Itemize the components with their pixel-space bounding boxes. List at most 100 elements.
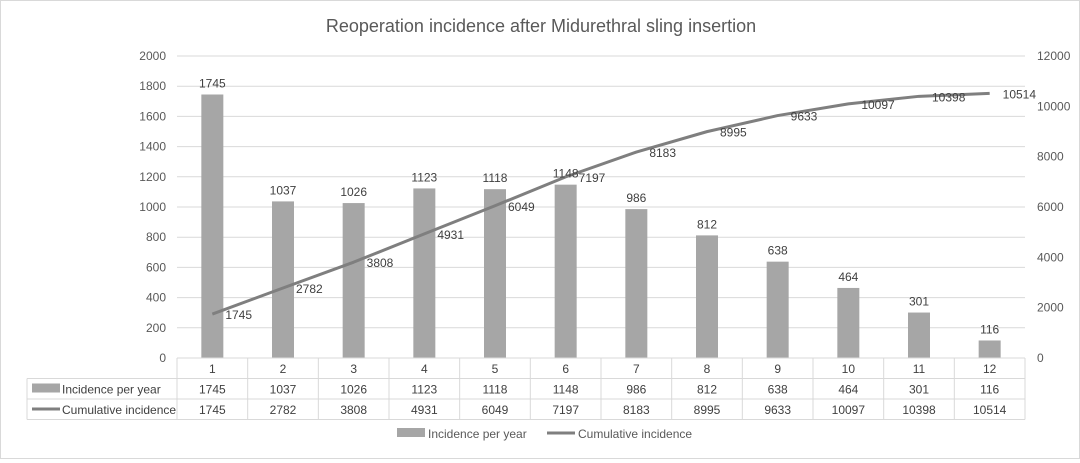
bar-data-label: 1148 — [553, 167, 579, 181]
line-data-label: 10097 — [861, 98, 895, 112]
legend-label-incidence: Incidence per year — [428, 427, 527, 441]
bar-data-label: 1037 — [270, 183, 297, 197]
legend-bar-key — [397, 428, 425, 437]
bar — [837, 288, 859, 358]
table-cell-cumulative: 10514 — [973, 403, 1007, 417]
bar-data-label: 1118 — [483, 171, 508, 185]
bar — [767, 262, 789, 358]
left-tick-label: 600 — [146, 260, 166, 274]
right-tick-label: 12000 — [1037, 49, 1071, 63]
left-tick-label: 1000 — [139, 200, 166, 214]
cumulative-line — [212, 93, 989, 314]
bar-data-label: 116 — [980, 322, 999, 336]
bar-data-label: 638 — [768, 244, 788, 258]
left-tick-label: 200 — [146, 321, 166, 335]
table-cell-incidence: 1118 — [483, 383, 508, 397]
right-tick-label: 8000 — [1037, 150, 1064, 164]
bar-data-label: 1026 — [340, 185, 367, 199]
line-data-label: 6049 — [508, 200, 535, 214]
left-tick-label: 1600 — [139, 109, 166, 123]
line-data-label: 8183 — [649, 146, 676, 160]
row-label-cumulative: Cumulative incidence — [62, 403, 176, 417]
left-tick-label: 800 — [146, 230, 166, 244]
bar — [908, 313, 930, 358]
line-data-label: 4931 — [437, 228, 464, 242]
table-cell-cumulative: 1745 — [199, 403, 226, 417]
right-tick-label: 4000 — [1037, 250, 1064, 264]
table-cell-incidence: 638 — [768, 383, 788, 397]
right-tick-label: 2000 — [1037, 301, 1064, 315]
table-cell-cumulative: 10097 — [832, 403, 866, 417]
bar-data-label: 464 — [838, 270, 858, 284]
line-data-label: 2782 — [296, 282, 323, 296]
bar-series — [201, 95, 1000, 358]
line-data-label: 3808 — [367, 256, 394, 270]
line-data-label: 9633 — [791, 110, 818, 124]
table-cell-cumulative: 6049 — [482, 403, 509, 417]
table-cell-incidence: 1037 — [270, 383, 297, 397]
table-cell-cumulative: 8183 — [623, 403, 650, 417]
bar-series-key — [32, 384, 60, 393]
category-label: 7 — [633, 362, 640, 376]
left-tick-label: 1800 — [139, 79, 166, 93]
line-data-label: 8995 — [720, 126, 747, 140]
category-label: 11 — [913, 362, 926, 376]
category-label: 4 — [421, 362, 428, 376]
table-cell-incidence: 1745 — [199, 383, 226, 397]
category-label: 3 — [350, 362, 357, 376]
line-data-label: 7197 — [579, 171, 606, 185]
left-y-axis: 0 200 400 600 800 1000 1200 1400 1600 1800 2000 — [139, 49, 166, 365]
bar-data-label: 812 — [697, 217, 717, 231]
table-cell-cumulative: 2782 — [270, 403, 297, 417]
category-label: 12 — [983, 362, 997, 376]
bar — [625, 209, 647, 358]
left-tick-label: 400 — [146, 291, 166, 305]
table-cell-incidence: 1148 — [553, 383, 579, 397]
table-cell-cumulative: 10398 — [902, 403, 936, 417]
table-cell-incidence: 1123 — [411, 383, 437, 397]
bar — [413, 188, 435, 358]
right-tick-label: 0 — [1037, 351, 1044, 365]
table-cell-cumulative: 3808 — [340, 403, 367, 417]
bar-data-label: 986 — [626, 191, 646, 205]
category-label: 10 — [842, 362, 856, 376]
gridlines — [177, 56, 1025, 358]
category-label: 8 — [704, 362, 711, 376]
table-cell-incidence: 812 — [697, 383, 717, 397]
bar — [696, 235, 718, 358]
bar — [343, 203, 365, 358]
table-cell-cumulative: 9633 — [764, 403, 791, 417]
bar — [555, 185, 577, 358]
table-cell-cumulative: 8995 — [694, 403, 721, 417]
table-cell-incidence: 301 — [909, 383, 929, 397]
bar — [484, 189, 506, 358]
category-label: 5 — [492, 362, 499, 376]
category-label: 2 — [280, 362, 287, 376]
left-tick-label: 1400 — [139, 140, 166, 154]
left-tick-label: 1200 — [139, 170, 166, 184]
left-tick-label: 2000 — [139, 49, 166, 63]
category-label: 6 — [562, 362, 569, 376]
row-label-incidence: Incidence per year — [62, 383, 161, 397]
table-cell-cumulative: 4931 — [411, 403, 438, 417]
right-y-axis: 0 2000 4000 6000 8000 10000 12000 — [1037, 49, 1071, 365]
chart-title: Reoperation incidence after Midurethral … — [326, 16, 756, 36]
category-label: 9 — [774, 362, 781, 376]
right-tick-label: 6000 — [1037, 200, 1064, 214]
right-tick-label: 10000 — [1037, 99, 1071, 113]
line-data-label: 10398 — [932, 90, 966, 104]
bar-data-label: 1745 — [199, 77, 226, 91]
table-cell-incidence: 1026 — [340, 383, 367, 397]
legend: Incidence per year Cumulative incidence — [397, 427, 692, 441]
table-cell-incidence: 464 — [838, 383, 858, 397]
line-data-label: 1745 — [225, 308, 252, 322]
line-series — [212, 93, 990, 314]
left-tick-label: 0 — [159, 351, 166, 365]
table-cell-incidence: 986 — [626, 383, 646, 397]
category-label: 1 — [209, 362, 216, 376]
legend-label-cumulative: Cumulative incidence — [578, 427, 692, 441]
line-data-label: 10514 — [1003, 87, 1037, 101]
